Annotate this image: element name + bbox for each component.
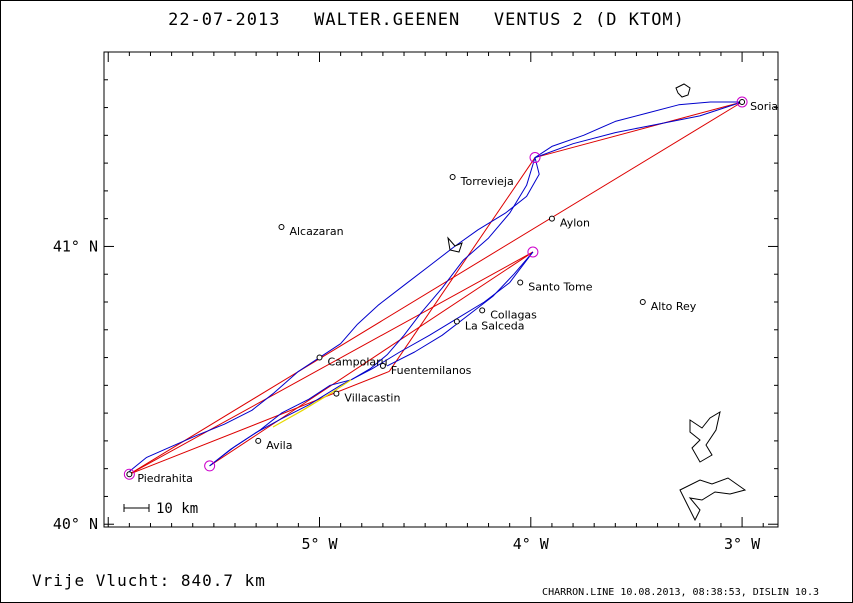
plot-area xyxy=(103,51,779,528)
place-label: Campolaru xyxy=(328,356,388,369)
x-tick-label: 3° W xyxy=(724,535,761,553)
place-marker xyxy=(316,354,323,361)
distance-summary: Vrije Vlucht: 840.7 km xyxy=(32,571,266,590)
turnpoint-circle xyxy=(123,468,135,480)
x-tick-label: 5° W xyxy=(301,535,338,553)
task-lines xyxy=(129,101,743,475)
turnpoint-markers xyxy=(123,96,748,480)
glide-line xyxy=(272,379,352,428)
task-leg xyxy=(129,251,534,475)
turnpoint-circle xyxy=(527,246,539,258)
lake-outline xyxy=(675,83,691,98)
reservoir-outline-south xyxy=(679,477,747,522)
place-marker xyxy=(739,99,746,105)
place-marker xyxy=(126,471,133,478)
track-segment xyxy=(209,251,534,467)
place-label: Avila xyxy=(266,439,292,452)
place-marker xyxy=(639,299,646,305)
track-segment xyxy=(386,251,534,367)
place-marker xyxy=(333,390,340,397)
place-label: Fuentemilanos xyxy=(391,364,472,377)
task-leg xyxy=(129,101,743,475)
task-leg xyxy=(534,101,743,159)
reservoir-outline-east xyxy=(689,410,721,463)
track-segment xyxy=(350,101,743,381)
place-marker xyxy=(453,318,460,325)
place-label: Alcazaran xyxy=(289,225,343,238)
turnpoint-circle xyxy=(529,152,541,164)
place-marker xyxy=(517,279,524,286)
terrain-outlines xyxy=(447,83,747,522)
y-tick-label: 40° N xyxy=(53,515,98,533)
axis-ticks: 5° W 4° W 3° W 41° N 40° N xyxy=(53,52,778,553)
x-tick-label: 4° W xyxy=(513,535,550,553)
flight-title: 22-07-2013 WALTER.GEENEN VENTUS 2 (D KTO… xyxy=(168,10,685,30)
place-label: Collagas xyxy=(490,308,537,321)
place-marker xyxy=(278,224,285,230)
place-label: Piedrahita xyxy=(137,472,193,485)
place-marker xyxy=(449,174,456,180)
scale-bar: 10 km xyxy=(123,501,198,517)
place-label: Alto Rey xyxy=(651,300,697,313)
place-label: Soria xyxy=(750,100,778,113)
place-label: Villacastin xyxy=(344,392,400,405)
place-label: Santo Tome xyxy=(528,281,593,294)
place-marker xyxy=(548,215,555,222)
place-marker xyxy=(379,362,386,369)
place-marker xyxy=(255,437,262,444)
place-label: La Salceda xyxy=(465,319,525,332)
turnpoint-circle xyxy=(204,460,216,472)
place-label: Torrevieja xyxy=(460,175,514,188)
task-leg xyxy=(209,251,534,467)
y-tick-label: 41° N xyxy=(53,237,98,255)
place-marker xyxy=(479,307,486,314)
turnpoint-circle xyxy=(736,96,748,108)
flight-track xyxy=(129,101,743,472)
place-labels: Soria Torrevieja Aylon Alcazaran Santo Tome A… xyxy=(126,99,778,485)
track-segment xyxy=(129,101,743,472)
place-label: Aylon xyxy=(560,217,590,230)
task-leg xyxy=(129,370,390,475)
task-leg xyxy=(388,157,536,372)
software-info: CHARRON.LINE 10.08.2013, 08:38:53, DISLI… xyxy=(542,587,819,598)
reservoir-outline xyxy=(447,236,463,253)
glide-segment xyxy=(272,379,352,428)
scale-bar-label: 10 km xyxy=(156,501,198,517)
